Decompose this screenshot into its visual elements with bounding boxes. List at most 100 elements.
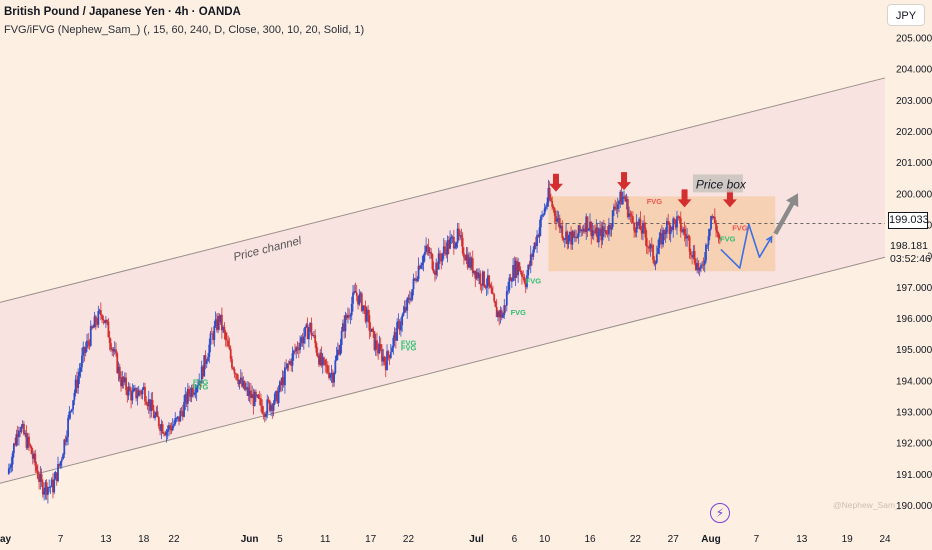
candle-body <box>485 286 488 288</box>
candle-body <box>62 454 64 460</box>
candle-body <box>111 349 114 350</box>
candle-body <box>40 474 43 483</box>
candle-body <box>604 230 607 232</box>
candle-body <box>255 391 257 397</box>
candle-body <box>354 291 357 293</box>
down-arrow-icon <box>677 189 692 208</box>
candle-body <box>650 244 653 246</box>
candle-body <box>131 391 134 401</box>
candle-body <box>306 324 309 340</box>
candle-body <box>698 267 701 271</box>
candle-body <box>529 254 532 267</box>
candle-body <box>613 206 615 211</box>
candle-body <box>14 443 17 446</box>
candle-body <box>86 340 88 348</box>
candle-body <box>384 361 387 371</box>
fvg-label: FVG <box>511 308 527 317</box>
candle-body <box>65 436 68 442</box>
price-box-label: Price box <box>696 177 747 191</box>
candle-body <box>24 433 27 435</box>
candle-body <box>605 230 608 234</box>
candle-body <box>344 315 347 332</box>
candle-body <box>180 410 183 412</box>
candle-body <box>28 436 30 445</box>
candle-body <box>378 344 381 354</box>
candle-body <box>173 424 175 426</box>
candle-body <box>217 316 219 330</box>
candle-body <box>136 395 139 399</box>
fvg-label: FVG <box>647 197 663 206</box>
candle-body <box>522 276 525 278</box>
candle-body <box>413 278 416 280</box>
candle-body <box>507 290 509 292</box>
candle-body <box>257 394 260 399</box>
candle-body <box>402 312 405 316</box>
candle-body <box>466 254 469 268</box>
candle-body <box>273 393 276 404</box>
candle-body <box>79 367 82 372</box>
candle-body <box>239 377 242 381</box>
candle-body <box>92 327 95 329</box>
candle-body <box>36 470 39 479</box>
candle-body <box>64 439 67 442</box>
candle-body <box>505 291 508 306</box>
candle-body <box>164 433 167 436</box>
candle-body <box>78 371 81 377</box>
candle-body <box>122 377 125 383</box>
candle-body <box>628 213 630 217</box>
candle-body <box>379 344 382 350</box>
candle-body <box>364 306 367 322</box>
candle-body <box>456 228 459 243</box>
candle-body <box>677 216 680 218</box>
candle-body <box>678 216 681 219</box>
candle-body <box>498 311 501 318</box>
symbol-title: British Pound / Japanese Yen · 4h · OAND… <box>4 6 241 18</box>
candle-body <box>616 204 619 210</box>
candle-body <box>538 227 541 237</box>
indicator-legend[interactable]: FVG/iFVG (Nephew_Sam_) (, 15, 60, 240, D… <box>4 24 365 36</box>
candle-body <box>468 257 470 268</box>
candle-body <box>227 340 230 347</box>
candle-body <box>463 253 465 258</box>
candle-body <box>321 357 324 366</box>
candle-body <box>621 196 624 205</box>
candle-body <box>156 411 159 418</box>
candle-body <box>373 331 376 350</box>
candle-body <box>519 270 522 273</box>
candle-body <box>139 390 141 393</box>
candle-body <box>343 323 346 332</box>
candle-body <box>141 389 144 395</box>
candle-body <box>396 322 399 341</box>
candle-body <box>87 340 90 343</box>
candle-body <box>161 424 164 434</box>
candle-body <box>203 355 206 377</box>
candle-body <box>595 227 598 234</box>
candle-body <box>324 359 327 365</box>
candle-body <box>193 392 196 395</box>
candle-body <box>481 271 484 286</box>
candle-body <box>652 245 654 260</box>
candle-body <box>584 228 586 232</box>
candle-body <box>189 394 192 397</box>
gray-arrow-head <box>786 193 799 208</box>
candle-body <box>11 453 14 465</box>
candle-body <box>314 335 317 344</box>
price-axis[interactable]: 190.000 191.000 192.000 193.000 194.000 195.0… <box>885 0 932 550</box>
lightning-replay-button[interactable]: ⚡ <box>710 503 730 523</box>
candle-body <box>359 293 362 295</box>
candle-body <box>249 390 252 399</box>
candle-body <box>82 347 85 356</box>
candle-body <box>447 240 450 249</box>
candle-body <box>276 390 279 403</box>
candle-body <box>33 453 35 459</box>
time-tick-label: 6 <box>512 534 518 545</box>
candle-body <box>251 394 254 399</box>
candle-body <box>710 215 712 229</box>
time-axis[interactable]: ay 7 13 18 22 Jun 5 11 17 22 Jul 6 10 16 22 27 Aug 7 13 19 2… <box>0 534 891 545</box>
candle-body <box>430 252 433 255</box>
currency-button[interactable]: JPY <box>887 4 925 26</box>
candle-body <box>619 191 622 201</box>
candle-body <box>536 234 538 247</box>
time-tick-label: 16 <box>584 534 596 545</box>
